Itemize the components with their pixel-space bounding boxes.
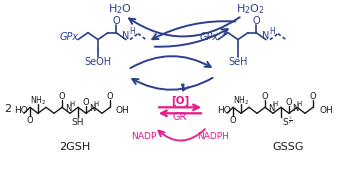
Text: OH: OH [319,106,333,115]
Text: N: N [292,104,298,113]
Text: O: O [112,16,120,26]
Text: H$_2$O: H$_2$O [108,2,132,16]
Text: O: O [27,116,33,125]
Text: GPx: GPx [60,32,79,42]
Text: 2: 2 [4,104,12,114]
Text: NADPH: NADPH [197,132,229,141]
Text: O: O [262,92,268,101]
Text: NADP$^+$: NADP$^+$ [131,130,165,142]
Text: H$_2$O$_2$: H$_2$O$_2$ [236,2,264,16]
Text: N: N [65,104,71,113]
Text: O: O [252,16,260,26]
Text: N: N [268,104,274,113]
Text: $_{\frac{1}{2}}$: $_{\frac{1}{2}}$ [288,115,292,127]
Text: H: H [296,101,302,107]
Text: GPx: GPx [200,32,219,42]
Text: 2GSH: 2GSH [59,142,91,152]
Text: S: S [282,118,288,127]
Text: H: H [129,27,135,36]
Text: O: O [107,92,113,101]
Text: SeH: SeH [228,57,248,67]
Text: NH$_2$: NH$_2$ [233,94,249,107]
Text: NH$_2$: NH$_2$ [30,94,46,107]
Text: GR: GR [173,112,187,122]
Text: O: O [59,92,65,101]
Text: H: H [273,101,278,107]
Text: HO: HO [217,106,231,115]
Text: OH: OH [116,106,130,115]
Text: N: N [122,31,130,41]
Text: H: H [269,27,275,36]
Text: GSSG: GSSG [272,142,304,152]
Text: SeOH: SeOH [85,57,112,67]
Text: HO: HO [14,106,28,115]
Text: N: N [89,104,95,113]
Text: H: H [93,101,99,107]
Text: O: O [83,98,89,107]
Text: N: N [262,31,270,41]
Text: H: H [69,101,75,107]
Text: O: O [230,116,236,125]
Text: [O]: [O] [171,96,189,106]
Text: SH: SH [72,118,84,127]
Text: O: O [310,92,316,101]
Text: O: O [286,98,292,107]
